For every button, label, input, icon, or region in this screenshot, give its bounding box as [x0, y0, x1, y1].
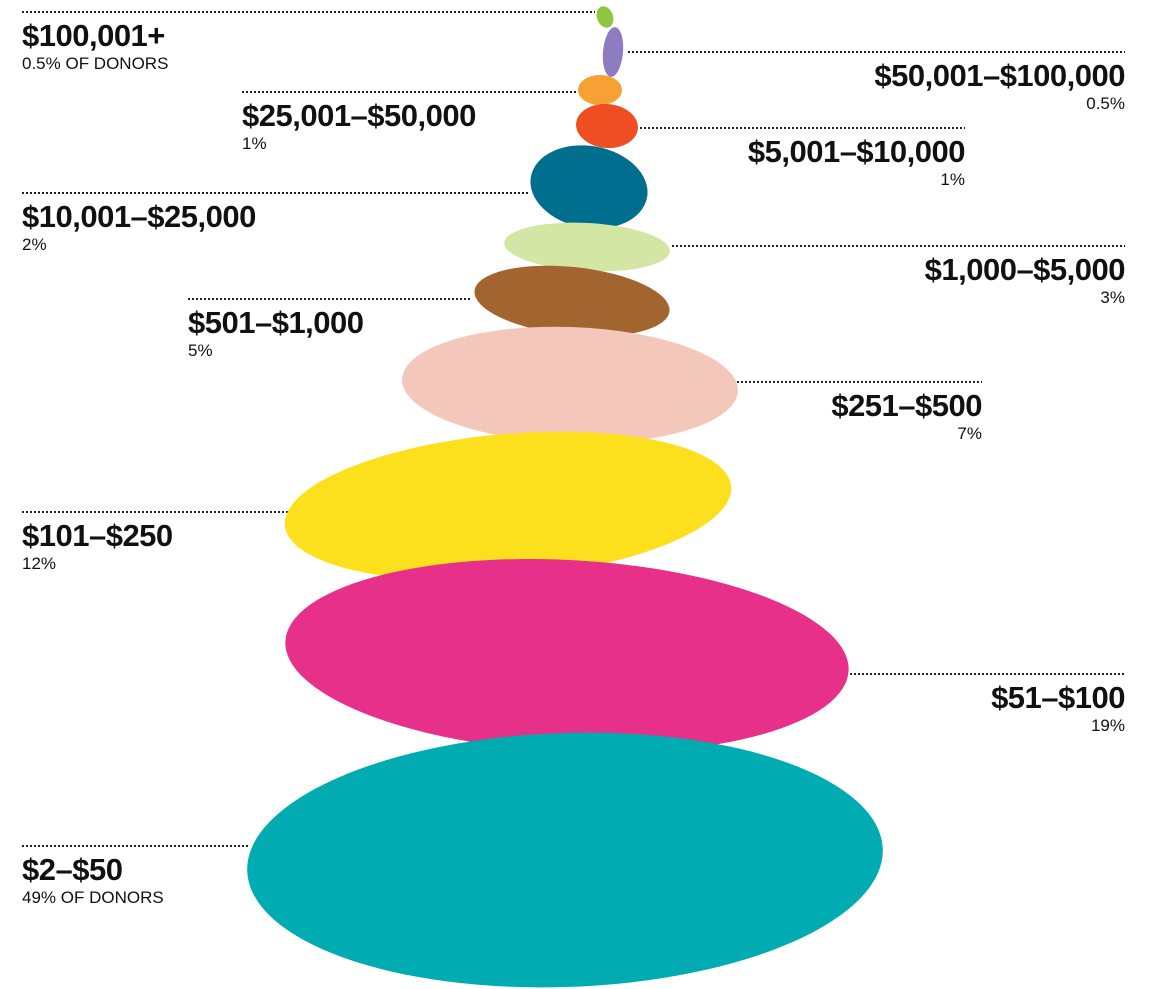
stone — [524, 136, 654, 237]
stone — [601, 26, 625, 78]
tier-range: $501–$1,000 — [188, 305, 364, 340]
tier-share: 0.5% — [1086, 94, 1125, 113]
tier-range: $101–$250 — [22, 518, 173, 553]
tier-range: $100,001+ — [22, 18, 165, 53]
stone — [578, 75, 622, 105]
tier-share: 7% — [957, 424, 982, 443]
tier-share: 19% — [1091, 716, 1125, 735]
tier-range: $251–$500 — [831, 388, 982, 423]
tier-share: 5% — [188, 341, 213, 360]
tier-share: 1% — [940, 170, 965, 189]
tier-share: 49% OF DONORS — [22, 888, 164, 907]
tier-range: $25,001–$50,000 — [242, 98, 476, 133]
stone — [594, 4, 617, 30]
tier-range: $2–$50 — [22, 852, 122, 887]
tier-share: 3% — [1100, 288, 1125, 307]
stone — [243, 722, 887, 989]
tier-range: $5,001–$10,000 — [748, 134, 965, 169]
tier-range: $50,001–$100,000 — [874, 58, 1125, 93]
donor-stack: $100,001+0.5% OF DONORS $50,001–$100,0000… — [0, 0, 1151, 989]
tier-range: $51–$100 — [991, 680, 1125, 715]
tier-range: $10,001–$25,000 — [22, 199, 256, 234]
stone — [400, 321, 740, 449]
tier-share: 0.5% OF DONORS — [22, 54, 168, 73]
tier-range: $1,000–$5,000 — [925, 252, 1125, 287]
tier-share: 1% — [242, 134, 267, 153]
tier-share: 12% — [22, 554, 56, 573]
stone — [574, 101, 640, 150]
tier-share: 2% — [22, 235, 47, 254]
